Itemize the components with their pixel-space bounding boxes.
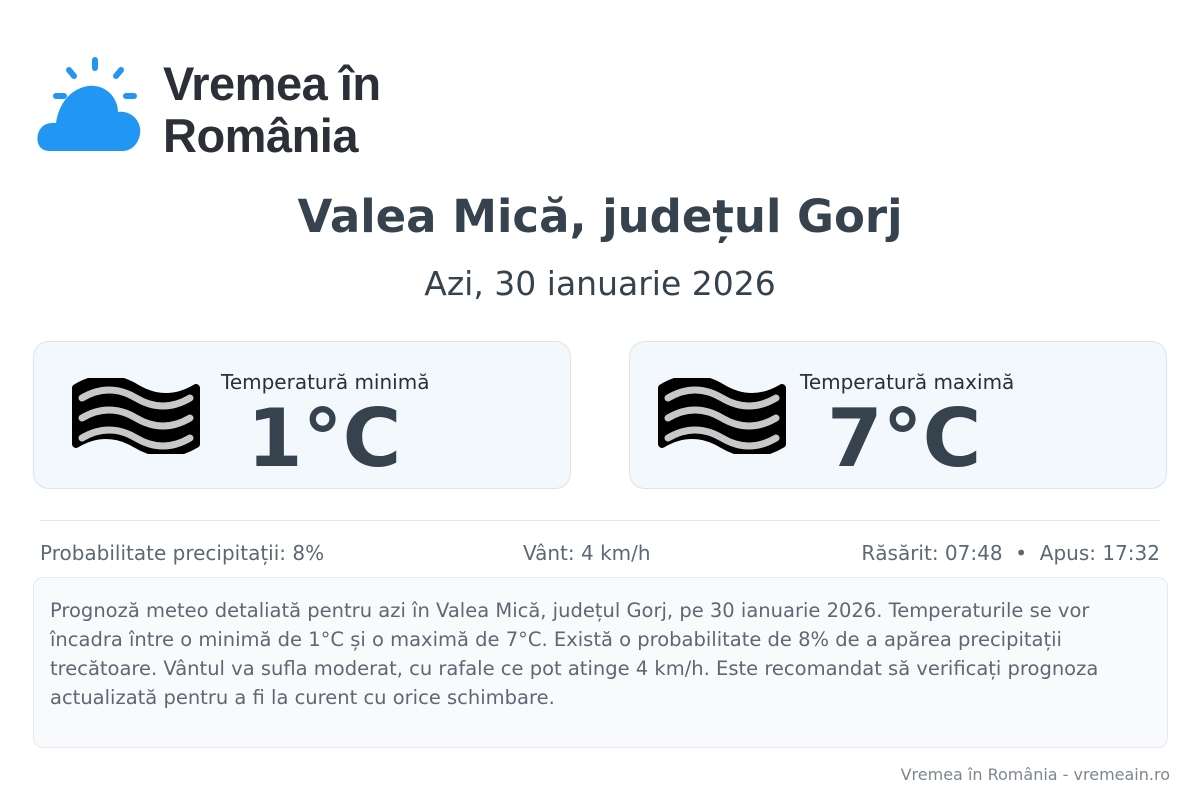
- logo-line1: Vremea în: [163, 57, 381, 110]
- sunrise-sunset: Răsărit: 07:48 • Apus: 17:32: [861, 541, 1160, 565]
- max-temperature-label: Temperatură maximă: [800, 370, 1015, 394]
- max-temperature-value: 7°C: [827, 392, 982, 485]
- max-temperature-card: Temperatură maximă 7°C: [629, 341, 1167, 489]
- min-temperature-value: 1°C: [247, 392, 402, 485]
- logo-line2: România: [163, 109, 358, 162]
- precipitation-probability: Probabilitate precipitații: 8%: [40, 541, 325, 565]
- divider: [40, 520, 1160, 521]
- fog-icon: [72, 378, 200, 454]
- fog-icon: [658, 378, 786, 454]
- logo-text: Vremea în România: [163, 58, 381, 162]
- sun-cloud-logo-icon: [37, 57, 141, 151]
- footer-credit: Vremea în România - vremeain.ro: [900, 765, 1170, 784]
- min-temperature-card: Temperatură minimă 1°C: [33, 341, 571, 489]
- forecast-description: Prognoză meteo detaliată pentru azi în V…: [33, 577, 1168, 748]
- forecast-date: Azi, 30 ianuarie 2026: [424, 264, 776, 303]
- wind-speed: Vânt: 4 km/h: [523, 541, 651, 565]
- min-temperature-label: Temperatură minimă: [221, 370, 430, 394]
- page-title: Valea Mică, județul Gorj: [297, 190, 903, 243]
